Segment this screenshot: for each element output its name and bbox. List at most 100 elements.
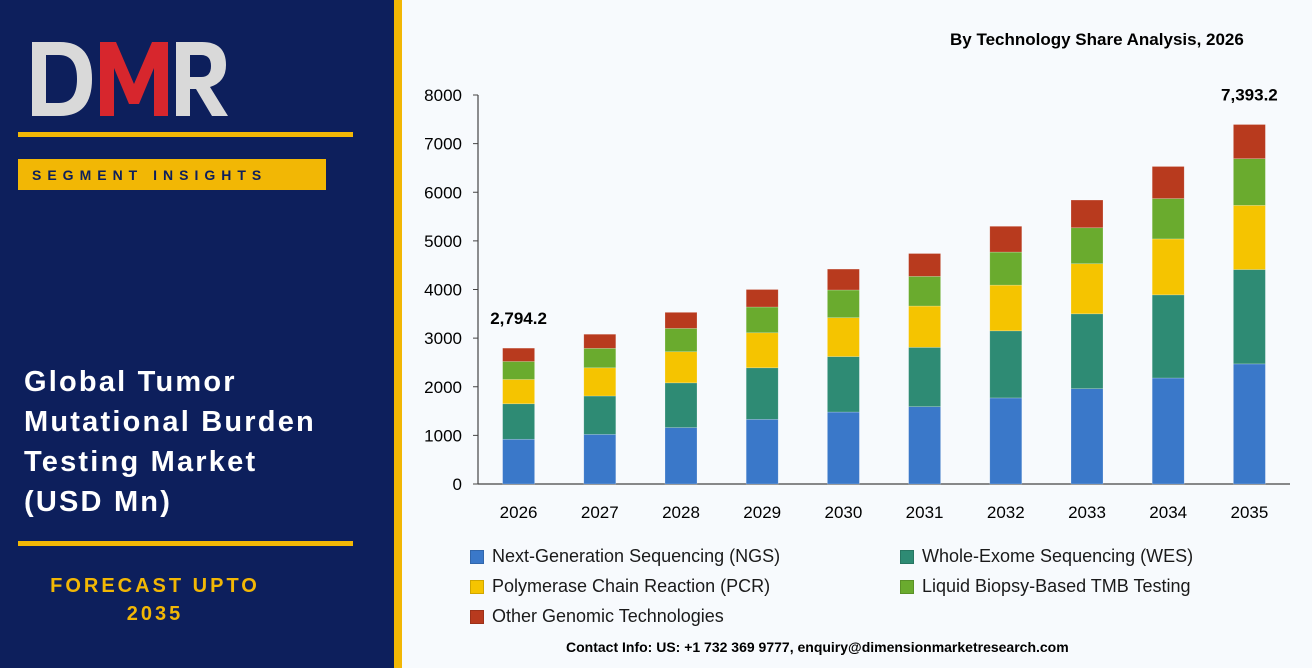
y-tick-label: 7000 [424,135,462,154]
legend-label: Next-Generation Sequencing (NGS) [492,546,781,566]
x-tick-label: 2033 [1068,503,1106,522]
bar-segment [1151,294,1185,379]
bar-segment [827,356,860,413]
bar-segment [502,438,535,485]
bar-segment [745,367,779,420]
total-value-label: 2,794.2 [490,309,547,328]
bar-segment [908,253,941,277]
bar-segment [827,268,860,291]
bar-segment [1070,263,1104,315]
legend-swatch [900,549,914,564]
bar-segment [1070,227,1104,265]
legend-swatch [470,609,484,624]
x-tick-label: 2029 [743,503,781,522]
bar-segment [502,361,535,380]
legend-label: Polymerase Chain Reaction (PCR) [492,576,771,596]
bar-segment [502,347,535,362]
bar-segment [1151,238,1185,296]
legend-item: Polymerase Chain Reaction (PCR) [470,576,770,597]
legend-item: Other Genomic Technologies [470,606,724,627]
forecast-line: FORECAST UPTO [50,575,260,597]
legend-swatch [470,549,484,564]
x-tick-label: 2030 [824,503,862,522]
bar-segment [1233,269,1266,365]
bar-segment [827,289,860,319]
bar-segment [664,427,698,485]
bar-segment [989,251,1023,286]
bar-segment [502,403,535,440]
y-tick-label: 3000 [424,329,462,348]
bar-segment [745,289,779,308]
y-tick-label: 0 [453,475,462,494]
bar-segment [745,332,779,369]
y-tick-label: 2000 [424,378,462,397]
y-tick-label: 8000 [424,86,462,105]
bar-segment [827,317,860,357]
report-title-line: Testing Market [24,446,258,478]
bar-segment [664,328,698,353]
y-tick-label: 1000 [424,426,462,445]
bar-segment [1233,363,1266,485]
bar-segment [583,348,617,369]
total-value-label: 7,393.2 [1221,86,1278,105]
bar-segment [1233,158,1266,206]
chart-title: By Technology Share Analysis, 2026 [950,30,1244,49]
report-title-line: Mutational Burden [24,406,316,438]
bar-segment [989,397,1023,485]
x-tick-label: 2034 [1149,503,1187,522]
bar-segment [1151,198,1185,240]
y-tick-label: 6000 [424,183,462,202]
legend-swatch [470,579,484,594]
bar-segment [827,411,860,485]
bar-segment [1151,166,1185,199]
bar-segment [989,225,1023,253]
legend-label: Liquid Biopsy-Based TMB Testing [922,576,1191,596]
bar-segment [1070,313,1104,389]
top-gold-divider [18,132,353,137]
bar-segment [989,330,1023,399]
legend-label: Other Genomic Technologies [492,606,724,626]
bar-segment [664,351,698,384]
bottom-gold-divider [18,541,353,546]
report-title-line: (USD Mn) [24,486,173,518]
y-tick-label: 4000 [424,281,462,300]
legend-item: Next-Generation Sequencing (NGS) [470,546,780,567]
bar-series-layer [502,124,1266,485]
bar-segment [583,367,617,397]
bar-segment [1233,205,1266,270]
bar-segment [502,379,535,405]
x-tick-label: 2027 [581,503,619,522]
bar-segment [1233,124,1266,159]
bar-segment [664,382,698,428]
segment-insights-badge: SEGMENT INSIGHTS [18,159,326,190]
bar-segment [664,312,698,329]
dmr-logo [30,38,230,120]
chart-legend: Next-Generation Sequencing (NGS) Whole-Ex… [470,546,1270,636]
segment-insights-label: SEGMENT INSIGHTS [32,166,268,183]
label-layer: 2026 2027 2028 2029 2030 2031 2032 2033 2034 2035… [490,86,1278,522]
legend-swatch [900,579,914,594]
left-panel: SEGMENT INSIGHTS Global Tumor Mutational… [0,0,394,668]
bar-segment [908,276,941,307]
forecast-line: 2035 [126,603,184,625]
report-title-line: Global Tumor [24,366,237,398]
bar-segment [583,395,617,435]
bar-segment [583,333,617,349]
legend-item: Liquid Biopsy-Based TMB Testing [900,576,1190,597]
y-tick-label: 5000 [424,232,462,251]
legend-label: Whole-Exome Sequencing (WES) [922,546,1194,566]
x-tick-label: 2026 [500,503,538,522]
x-tick-label: 2032 [987,503,1025,522]
bar-segment [908,305,941,348]
x-tick-label: 2035 [1230,503,1268,522]
dmr-logo-graphic [32,42,228,116]
bar-segment [1070,388,1104,485]
x-tick-label: 2028 [662,503,700,522]
bar-segment [908,406,941,485]
bar-segment [908,347,941,407]
panel-divider [394,0,402,668]
bar-segment [1070,199,1104,229]
bar-segment [989,284,1023,332]
x-tick-label: 2031 [906,503,944,522]
